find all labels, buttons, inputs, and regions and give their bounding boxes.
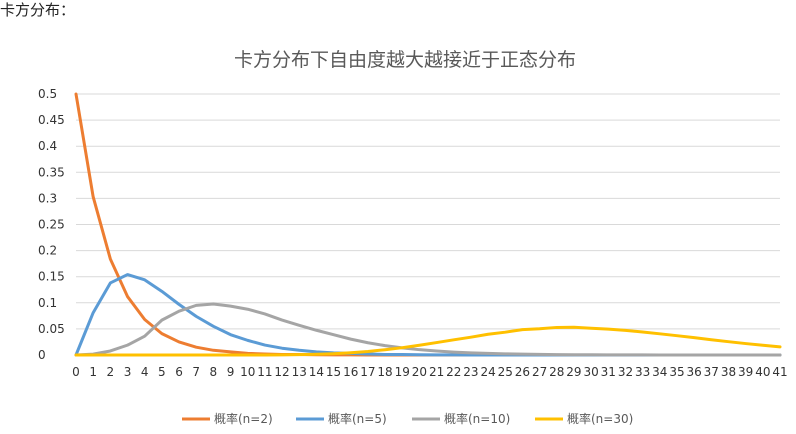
legend-label: 概率(n=10) bbox=[444, 411, 510, 426]
x-tick-label: 10 bbox=[240, 365, 255, 379]
x-tick-label: 36 bbox=[687, 365, 702, 379]
chart-container: 卡方分布下自由度越大越接近于正态分布 0 0.05 0.1 0.15 0.2 0.25 0.… bbox=[0, 22, 796, 434]
x-tick-label: 35 bbox=[669, 365, 684, 379]
x-tick-label: 2 bbox=[107, 365, 115, 379]
x-tick-label: 18 bbox=[377, 365, 392, 379]
x-tick-label: 15 bbox=[326, 365, 341, 379]
legend-label: 概率(n=30) bbox=[567, 411, 633, 426]
x-tick-label: 39 bbox=[738, 365, 753, 379]
x-tick-label: 3 bbox=[124, 365, 132, 379]
x-tick-label: 41 bbox=[772, 365, 787, 379]
x-tick-label: 40 bbox=[755, 365, 770, 379]
legend-label: 概率(n=5) bbox=[328, 411, 387, 426]
x-tick-label: 20 bbox=[412, 365, 427, 379]
series-layer bbox=[74, 92, 782, 357]
x-tick-label: 4 bbox=[141, 365, 149, 379]
legend: 概率(n=2) 概率(n=5) 概率(n=10) 概率(n=30) bbox=[182, 411, 633, 426]
x-tick-label: 23 bbox=[463, 365, 478, 379]
x-tick-label: 21 bbox=[429, 365, 444, 379]
x-tick-label: 13 bbox=[292, 365, 307, 379]
x-tick-label: 6 bbox=[175, 365, 183, 379]
y-axis: 0 0.05 0.1 0.15 0.2 0.25 0.3 0.35 0.4 0.45 0.5 bbox=[38, 87, 65, 362]
chart-title: 卡方分布下自由度越大越接近于正态分布 bbox=[234, 49, 576, 71]
x-tick-label: 24 bbox=[480, 365, 495, 379]
y-tick-label: 0.3 bbox=[38, 191, 57, 205]
x-tick-label: 16 bbox=[343, 365, 358, 379]
y-tick-label: 0.5 bbox=[38, 87, 57, 101]
x-tick-label: 31 bbox=[601, 365, 616, 379]
chart-svg: 卡方分布下自由度越大越接近于正态分布 0 0.05 0.1 0.15 0.2 0.25 0.… bbox=[38, 49, 788, 426]
x-axis: 0 1 2 3 4 5 6 7 8 9 10 11 12 13 14 15 16 17 18 19 20 21 22 23 24… bbox=[72, 365, 787, 379]
y-tick-label: 0.05 bbox=[38, 322, 65, 336]
x-tick-label: 38 bbox=[721, 365, 736, 379]
x-tick-label: 22 bbox=[446, 365, 461, 379]
x-tick-label: 34 bbox=[652, 365, 667, 379]
x-tick-label: 1 bbox=[89, 365, 97, 379]
y-tick-label: 0.4 bbox=[38, 139, 57, 153]
y-tick-label: 0.25 bbox=[38, 218, 65, 232]
x-tick-label: 28 bbox=[549, 365, 564, 379]
x-tick-label: 19 bbox=[395, 365, 410, 379]
y-tick-label: 0.35 bbox=[38, 165, 65, 179]
legend-label: 概率(n=2) bbox=[214, 411, 273, 426]
x-tick-label: 8 bbox=[210, 365, 218, 379]
x-tick-label: 26 bbox=[515, 365, 530, 379]
y-tick-label: 0.2 bbox=[38, 244, 57, 258]
grid-layer bbox=[76, 93, 780, 356]
x-tick-label: 5 bbox=[158, 365, 166, 379]
series-line-3 bbox=[74, 302, 782, 357]
x-tick-label: 29 bbox=[566, 365, 581, 379]
y-tick-label: 0.1 bbox=[38, 296, 57, 310]
x-tick-label: 25 bbox=[498, 365, 513, 379]
page-heading: 卡方分布： bbox=[0, 1, 76, 19]
y-tick-label: 0.15 bbox=[38, 270, 65, 284]
x-tick-label: 12 bbox=[274, 365, 289, 379]
x-tick-label: 0 bbox=[72, 365, 80, 379]
x-tick-label: 37 bbox=[704, 365, 719, 379]
x-tick-label: 9 bbox=[227, 365, 235, 379]
x-tick-label: 11 bbox=[257, 365, 272, 379]
x-tick-label: 33 bbox=[635, 365, 650, 379]
series-line-4 bbox=[74, 325, 782, 357]
y-tick-label: 0.45 bbox=[38, 113, 65, 127]
x-tick-label: 14 bbox=[309, 365, 324, 379]
x-tick-label: 32 bbox=[618, 365, 633, 379]
x-tick-label: 17 bbox=[360, 365, 375, 379]
x-tick-label: 7 bbox=[192, 365, 200, 379]
y-tick-label: 0 bbox=[38, 348, 46, 362]
x-tick-label: 30 bbox=[583, 365, 598, 379]
x-tick-label: 27 bbox=[532, 365, 547, 379]
